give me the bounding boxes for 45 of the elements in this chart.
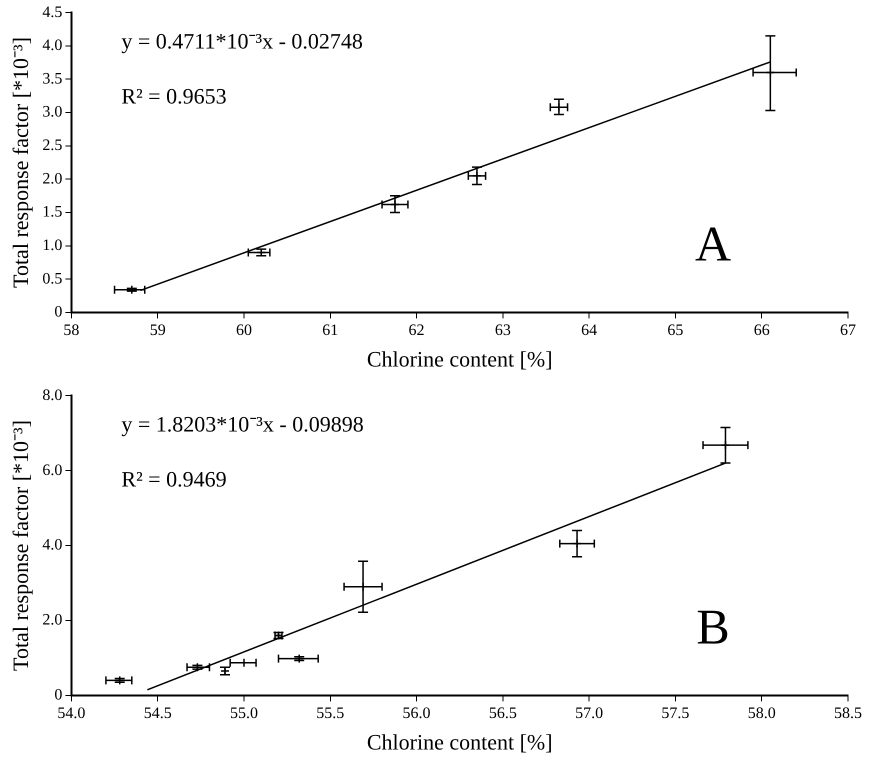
x-tick-label: 66: [754, 322, 770, 340]
x-axis-title: Chlorine content [%]: [366, 730, 553, 755]
y-tick-label: 3.5: [42, 70, 62, 88]
x-tick-label: 62: [408, 322, 425, 340]
x-tick-label: 64: [581, 322, 598, 340]
y-tick-label: 0: [54, 304, 62, 321]
annotation: y = 1.8203*10⁻³x - 0.09898: [121, 411, 364, 436]
x-tick-label: 57.0: [575, 705, 604, 722]
y-tick-label: 2.5: [42, 137, 62, 154]
x-tick-label: 58.0: [748, 705, 776, 722]
y-axis-title: Total response factor [*10⁻³]: [8, 37, 33, 288]
x-tick-label: 65: [667, 322, 684, 340]
y-tick-label: 0: [54, 686, 62, 704]
x-tick-label: 59: [150, 322, 166, 340]
x-tick-label: 54.0: [57, 705, 86, 722]
y-tick-label: 4.5: [42, 4, 62, 21]
y-tick-label: 1.5: [42, 204, 62, 221]
x-tick-label: 61: [322, 322, 338, 340]
x-tick-label: 56.0: [402, 705, 431, 722]
x-tick-label: 55.5: [316, 705, 344, 722]
x-tick-label: 55.0: [230, 705, 258, 722]
x-tick-label: 56.5: [488, 705, 517, 722]
annotation: y = 0.4711*10⁻³x - 0.02748: [121, 28, 363, 54]
annotation: B: [696, 598, 730, 655]
y-tick-label: 4.0: [42, 37, 62, 54]
x-tick-label: 67: [840, 322, 856, 340]
x-tick-label: 57.5: [661, 705, 690, 722]
x-tick-label: 58.5: [834, 705, 862, 722]
y-tick-label: 2.0: [42, 612, 62, 629]
y-tick-label: 0.5: [42, 270, 62, 288]
x-tick-label: 63: [494, 322, 511, 340]
x-tick-label: 60: [236, 322, 252, 340]
y-tick-label: 1.0: [42, 236, 62, 254]
y-axis-title: Total response factor [*10⁻³]: [8, 420, 33, 671]
x-axis-title: Chlorine content [%]: [366, 346, 553, 372]
x-tick-label: 54.5: [144, 705, 172, 722]
y-tick-label: 6.0: [42, 462, 62, 479]
y-tick-label: 2.0: [42, 170, 62, 188]
annotation: A: [694, 216, 732, 272]
y-tick-label: 3.0: [42, 104, 62, 121]
y-tick-label: 4.0: [42, 536, 62, 554]
annotation: R² = 0.9653: [121, 83, 227, 108]
x-tick-label: 58: [63, 322, 80, 340]
y-tick-label: 8.0: [42, 386, 62, 404]
annotation: R² = 0.9469: [121, 466, 227, 492]
